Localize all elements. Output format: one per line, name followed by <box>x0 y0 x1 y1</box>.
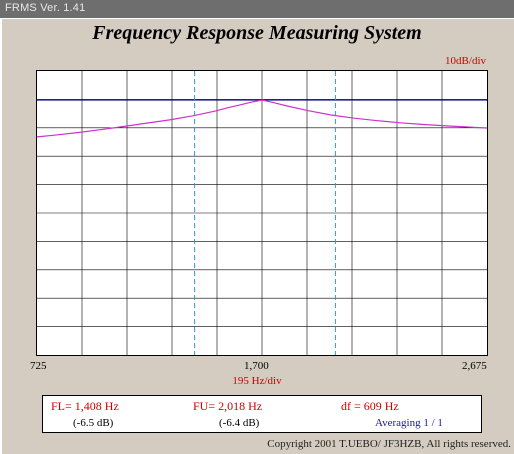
response-curve <box>37 99 487 138</box>
fu-readout: FU= 2,018 Hz <box>193 399 263 413</box>
window-titlebar[interactable]: FRMS Ver. 1.41 <box>0 0 514 18</box>
x-div-label: 195 Hz/div <box>232 375 282 387</box>
x-tick-mid: 1,700 <box>244 360 269 372</box>
window-title: FRMS Ver. 1.41 <box>5 2 86 14</box>
measurement-info-panel: FL= 1,408 Hz FU= 2,018 Hz df = 609 Hz (-… <box>42 395 482 433</box>
y-scale-label: 10dB/div <box>445 55 486 67</box>
df-readout: df = 609 Hz <box>341 399 399 413</box>
window-frame <box>0 18 514 454</box>
fu-db-readout: (-6.4 dB) <box>219 417 260 429</box>
x-tick-right: 2,675 <box>462 360 487 372</box>
app-title: Frequency Response Measuring System <box>92 22 422 44</box>
fl-readout: FL= 1,408 Hz <box>51 399 119 413</box>
x-tick-left: 725 <box>30 360 47 372</box>
copyright-text: Copyright 2001 T.UEBO/ JF3HZB, All right… <box>267 438 511 450</box>
averaging-readout: Averaging 1 / 1 <box>375 417 443 429</box>
fl-db-readout: (-6.5 dB) <box>73 417 114 429</box>
plot-svg <box>37 71 487 355</box>
frequency-response-plot <box>36 70 488 356</box>
